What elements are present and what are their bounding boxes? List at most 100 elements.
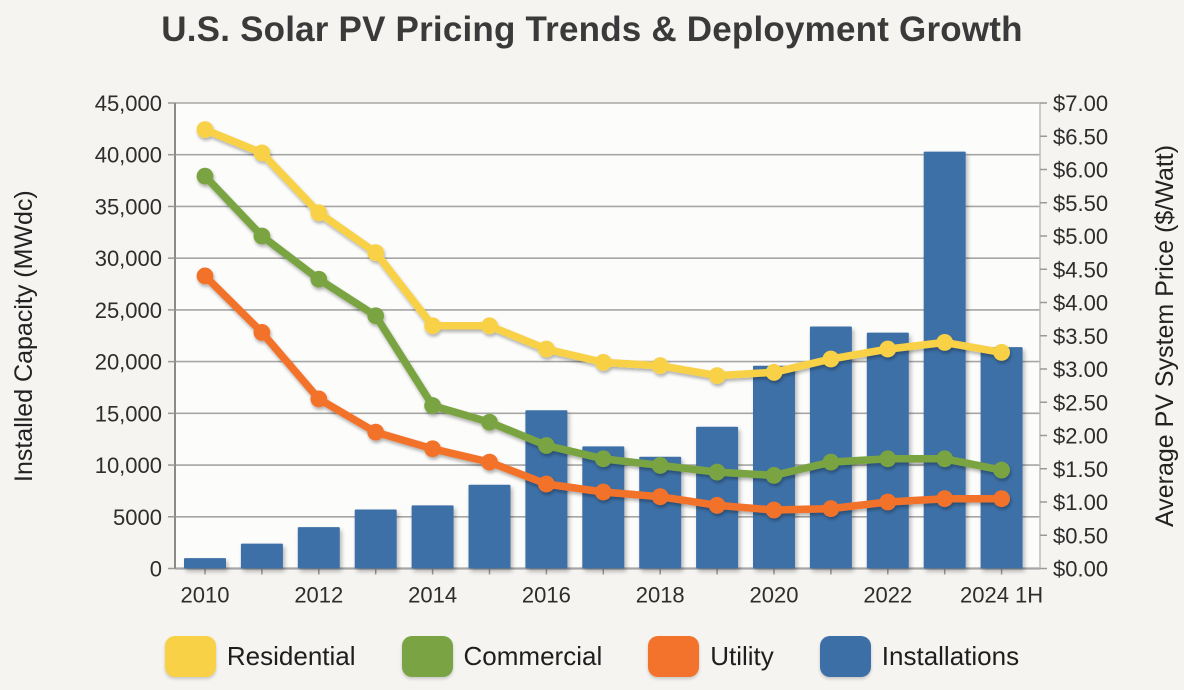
left-tick-label: 45,000 — [95, 91, 162, 116]
x-tick-label: 2022 — [863, 583, 912, 608]
x-tick-label: 2020 — [750, 583, 799, 608]
right-tick-label: $7.00 — [1053, 91, 1108, 116]
legend: Residential Commercial Utility Installat… — [0, 636, 1184, 677]
point-residential-2013 — [367, 244, 385, 262]
legend-item-residential: Residential — [164, 636, 356, 677]
right-tick-label: $6.00 — [1053, 158, 1108, 183]
point-utility-2019 — [708, 496, 726, 514]
point-utility-2014 — [424, 440, 441, 458]
point-utility-2010 — [196, 267, 214, 285]
right-tick-label: $3.50 — [1053, 324, 1108, 349]
bar-2010 — [184, 558, 226, 569]
point-commercial-2021 — [822, 453, 840, 471]
right-tick-label: $4.50 — [1053, 257, 1108, 282]
right-tick-label: $1.00 — [1053, 490, 1108, 515]
point-residential-2023 — [936, 334, 954, 351]
point-utility-2021 — [822, 500, 840, 518]
bar-2015 — [468, 484, 511, 569]
bar-2017 — [582, 446, 625, 569]
point-residential-2011 — [253, 144, 271, 162]
point-residential-2016 — [538, 340, 555, 358]
point-commercial-2020 — [765, 467, 783, 484]
point-utility-2017 — [594, 483, 612, 501]
left-tick-label: 35,000 — [95, 194, 162, 219]
point-residential-2020 — [765, 363, 783, 381]
commercial-line — [196, 167, 1010, 484]
point-commercial-2015 — [481, 413, 498, 431]
installations-swatch-icon — [819, 636, 871, 677]
left-tick-label: 30,000 — [95, 246, 162, 271]
x-tick-label: 2024 1H — [960, 583, 1043, 608]
right-tick-label: $5.00 — [1053, 224, 1108, 249]
bar-2012 — [297, 527, 340, 569]
right-tick-label: $2.50 — [1053, 390, 1108, 415]
point-commercial-2013 — [367, 307, 385, 325]
bar-2018 — [639, 456, 682, 569]
right-tick-label: $3.00 — [1053, 357, 1108, 382]
point-commercial-2023 — [936, 450, 954, 468]
bar-2014 — [411, 505, 454, 569]
legend-item-installations: Installations — [819, 636, 1020, 677]
point-commercial-2018 — [651, 457, 669, 474]
point-residential-2021 — [822, 350, 840, 368]
right-tick-label: $0.00 — [1053, 557, 1108, 582]
left-tick-label: 10,000 — [95, 453, 162, 478]
legend-label-residential: Residential — [226, 641, 356, 671]
point-commercial-2010 — [196, 167, 214, 185]
point-commercial-2022 — [879, 450, 897, 468]
residential-swatch-icon — [164, 636, 216, 677]
point-commercial-2016 — [538, 437, 555, 454]
point-residential-2014 — [424, 317, 441, 335]
right-tick-label: $0.50 — [1053, 523, 1108, 548]
point-utility-2023 — [936, 490, 954, 508]
point-commercial-2012 — [310, 270, 328, 288]
point-utility-2012 — [310, 390, 328, 408]
x-tick-label: 2016 — [522, 583, 571, 608]
bar-2024 1H — [980, 347, 1023, 569]
right-tick-label: $2.00 — [1053, 424, 1108, 449]
point-residential-2017 — [594, 353, 612, 371]
legend-label-installations: Installations — [881, 641, 1020, 671]
point-utility-2018 — [651, 488, 669, 506]
chart-title: U.S. Solar PV Pricing Trends & Deploymen… — [161, 10, 1023, 49]
left-tick-label: 20,000 — [95, 350, 162, 375]
residential-line — [196, 121, 1010, 385]
point-residential-2010 — [196, 121, 214, 138]
x-tick-label: 2018 — [636, 583, 685, 608]
legend-label-commercial: Commercial — [463, 641, 603, 671]
left-tick-label: 40,000 — [95, 143, 162, 168]
point-residential-2019 — [708, 367, 726, 385]
point-commercial-2011 — [253, 227, 271, 245]
right-tick-label: $6.50 — [1053, 124, 1108, 149]
point-commercial-2017 — [594, 450, 612, 468]
point-utility-2013 — [367, 423, 385, 441]
x-tick-label: 2010 — [181, 583, 230, 608]
point-utility-2011 — [253, 324, 271, 341]
legend-label-utility: Utility — [710, 641, 774, 671]
point-utility-2015 — [481, 453, 498, 471]
point-residential-2015 — [481, 317, 498, 335]
point-utility-2022 — [879, 493, 897, 511]
utility-line — [196, 267, 1010, 519]
legend-item-utility: Utility — [648, 636, 774, 677]
left-tick-label: 15,000 — [95, 401, 162, 426]
point-residential-2012 — [310, 204, 328, 222]
left-tick-label: 25,000 — [95, 298, 162, 323]
left-tick-label: 0 — [150, 557, 162, 582]
utility-swatch-icon — [648, 636, 700, 677]
bar-2013 — [354, 509, 397, 569]
commercial-swatch-icon — [401, 636, 453, 677]
point-utility-2020 — [765, 501, 783, 519]
point-residential-2022 — [879, 340, 897, 358]
point-residential-2024 1H — [993, 343, 1010, 361]
point-residential-2018 — [651, 357, 669, 375]
x-tick-label: 2012 — [294, 583, 343, 608]
point-commercial-2024 1H — [993, 461, 1010, 479]
point-utility-2024 1H — [993, 490, 1010, 508]
x-tick-label: 2014 — [408, 583, 457, 608]
right-tick-label: $4.00 — [1053, 291, 1108, 316]
point-commercial-2019 — [708, 463, 726, 481]
point-utility-2016 — [538, 475, 555, 493]
